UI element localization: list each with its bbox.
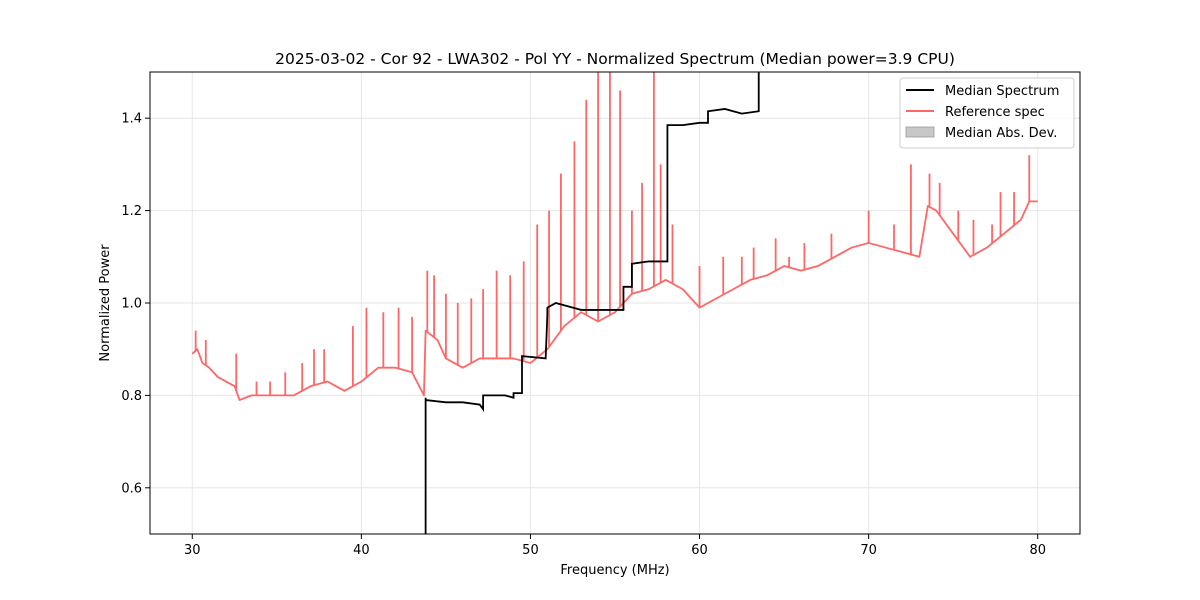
legend-median-label: Median Spectrum (945, 84, 1059, 99)
grid-lines (150, 72, 1080, 534)
y-axis-ticks: 0.6 0.8 1.0 1.2 1.4 (121, 112, 150, 496)
y-axis-label: Normalized Power (98, 244, 113, 362)
x-tick-label: 60 (691, 543, 708, 558)
x-axis-label: Frequency (MHz) (560, 563, 669, 578)
legend-mad-swatch (905, 126, 935, 138)
legend-box (899, 77, 1075, 149)
reference-spectrum-line (191, 200, 1038, 401)
x-tick-label: 50 (522, 543, 539, 558)
x-tick-label: 70 (860, 543, 877, 558)
y-tick-label: 1.2 (121, 204, 142, 219)
legend-mad-label: Median Abs. Dev. (945, 126, 1057, 141)
x-tick-label: 80 (1029, 543, 1046, 558)
y-tick-label: 1.4 (121, 112, 142, 127)
legend-reference-label: Reference spec (945, 105, 1045, 120)
median-spectrum-line (424, 72, 760, 534)
legend: Median Spectrum Reference spec Median Ab… (899, 77, 1075, 149)
y-tick-label: 1.0 (121, 297, 142, 312)
x-axis-ticks: 30 40 50 60 70 80 (184, 534, 1046, 558)
chart-title: 2025-03-02 - Cor 92 - LWA302 - Pol YY - … (275, 50, 955, 68)
x-tick-label: 40 (353, 543, 370, 558)
plot-series (191, 72, 1038, 534)
y-tick-label: 0.6 (121, 481, 142, 496)
x-tick-label: 30 (184, 543, 201, 558)
y-tick-label: 0.8 (121, 389, 142, 404)
reference-spikes (194, 72, 1031, 396)
